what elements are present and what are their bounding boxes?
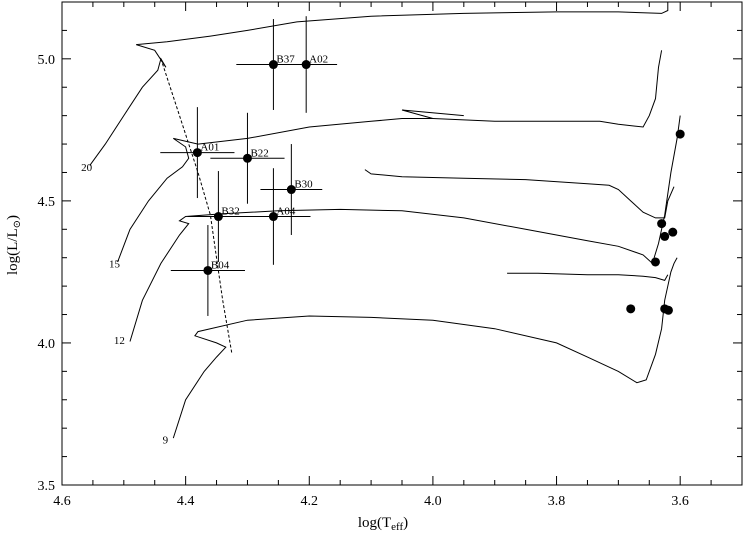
star-point <box>268 212 278 222</box>
x-axis-title-end: ) <box>403 515 408 531</box>
red-supergiant-point <box>668 227 678 237</box>
star-label: B32 <box>221 206 239 218</box>
track-mass-label: 20 <box>81 162 93 174</box>
y-axis-title-end: ) <box>5 215 21 220</box>
data-points: B37 A02 A01 B22 B30 B32 A04 B04 <box>192 54 685 315</box>
star-label: B30 <box>294 179 313 191</box>
y-tick-label: 4.5 <box>38 195 56 210</box>
x-tick-label: 4.6 <box>53 494 71 509</box>
blue-loop-line <box>507 272 669 281</box>
dashed-line <box>160 58 233 355</box>
axis-ticks: 4.6 4.4 4.2 4.0 3.8 3.6 3.5 4.0 4.5 5.0 <box>38 1 743 509</box>
x-axis-title-main: log(T <box>358 515 391 531</box>
star-label: B22 <box>250 147 268 159</box>
plot-frame <box>61 1 743 486</box>
red-supergiant-point <box>626 304 636 314</box>
star-label: B04 <box>211 259 230 271</box>
y-tick-label: 5.0 <box>38 53 56 68</box>
y-axis-title: log(L/L⊙) <box>5 215 23 275</box>
red-supergiant-point <box>657 219 667 229</box>
x-tick-label: 4.2 <box>301 494 319 509</box>
star-point <box>301 60 311 70</box>
x-tick-label: 3.8 <box>548 494 566 509</box>
star-point <box>203 265 213 275</box>
track-line <box>89 2 669 166</box>
blue-loop-line <box>401 109 464 119</box>
y-tick-label: 4.0 <box>38 337 56 352</box>
x-tick-label: 4.0 <box>424 494 442 509</box>
star-point <box>268 60 278 70</box>
track-line <box>117 50 663 263</box>
star-point <box>192 148 202 158</box>
star-label: A01 <box>200 142 219 154</box>
y-tick-label: 3.5 <box>38 479 56 494</box>
track-line <box>129 115 681 342</box>
star-point <box>213 212 223 222</box>
star-label: A02 <box>309 54 328 66</box>
red-supergiant-point <box>650 257 660 267</box>
y-axis-title-main: log(L/L <box>5 228 21 275</box>
star-label: A04 <box>276 206 295 218</box>
blue-loop-line <box>364 169 675 219</box>
track-line <box>172 257 678 439</box>
track-mass-label: 12 <box>114 335 125 347</box>
evolutionary-tracks: 20 15 12 9 <box>81 2 681 447</box>
red-supergiant-point <box>675 129 685 139</box>
track-mass-label: 15 <box>109 258 121 270</box>
star-label: B37 <box>276 54 295 66</box>
x-tick-label: 3.6 <box>671 494 689 509</box>
star-point <box>286 185 296 195</box>
star-point <box>242 153 252 163</box>
red-supergiant-point <box>660 231 670 241</box>
x-axis-title-sub: eff <box>391 521 403 533</box>
y-axis-title-sub: ⊙ <box>12 220 23 228</box>
track-mass-label: 9 <box>163 435 169 447</box>
x-tick-label: 4.4 <box>177 494 195 509</box>
x-axis-title: log(Teff) <box>358 515 408 533</box>
red-supergiant-point <box>663 305 673 315</box>
dashed-boundary <box>160 58 233 355</box>
